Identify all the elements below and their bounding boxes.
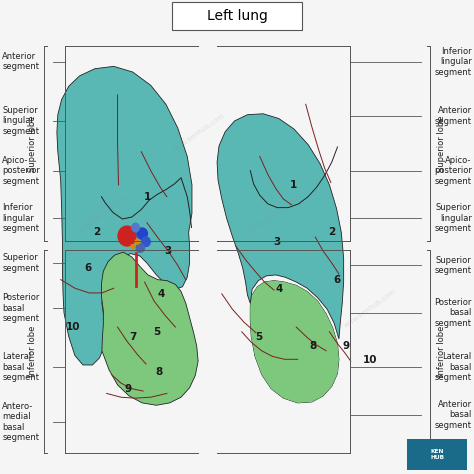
Circle shape bbox=[135, 239, 140, 244]
Text: Inferior lobe: Inferior lobe bbox=[28, 326, 36, 377]
Text: 3: 3 bbox=[273, 237, 281, 247]
Ellipse shape bbox=[142, 237, 150, 246]
Text: Anterior
basal
segment: Anterior basal segment bbox=[435, 400, 472, 429]
Text: www.kenhub.com: www.kenhub.com bbox=[248, 193, 302, 234]
FancyBboxPatch shape bbox=[172, 2, 302, 30]
Text: www.kenhub.com: www.kenhub.com bbox=[77, 193, 131, 234]
Polygon shape bbox=[57, 66, 192, 365]
Ellipse shape bbox=[118, 226, 136, 246]
Text: 9: 9 bbox=[124, 383, 132, 394]
Text: Superior lobe: Superior lobe bbox=[438, 115, 446, 172]
Text: 4: 4 bbox=[276, 284, 283, 294]
Text: Anterior
segment: Anterior segment bbox=[435, 107, 472, 126]
Text: 3: 3 bbox=[164, 246, 172, 256]
Text: Anterior
segment: Anterior segment bbox=[2, 52, 39, 71]
Text: 7: 7 bbox=[129, 331, 137, 342]
Ellipse shape bbox=[136, 244, 145, 252]
Text: Superior
lingular
segment: Superior lingular segment bbox=[2, 106, 39, 136]
Text: Inferior lobe: Inferior lobe bbox=[438, 326, 446, 377]
Text: www.kenhub.com: www.kenhub.com bbox=[343, 288, 397, 328]
Text: KEN
HUB: KEN HUB bbox=[430, 449, 444, 460]
Text: Antero-
medial
basal
segment: Antero- medial basal segment bbox=[2, 402, 39, 442]
Text: 6: 6 bbox=[333, 274, 340, 285]
Text: Lateral
basal
segment: Lateral basal segment bbox=[435, 353, 472, 382]
Ellipse shape bbox=[132, 223, 139, 232]
Text: Posterior
basal
segment: Posterior basal segment bbox=[2, 293, 40, 323]
Text: 8: 8 bbox=[155, 367, 163, 377]
Text: Superior
segment: Superior segment bbox=[435, 256, 472, 275]
Text: 2: 2 bbox=[328, 227, 336, 237]
Text: www.kenhub.com: www.kenhub.com bbox=[172, 112, 226, 153]
Text: 10: 10 bbox=[66, 322, 81, 332]
Text: Lateral
basal
segment: Lateral basal segment bbox=[2, 353, 39, 382]
Text: Superior lobe: Superior lobe bbox=[28, 115, 36, 172]
Text: 8: 8 bbox=[309, 341, 317, 351]
Polygon shape bbox=[250, 281, 339, 403]
Text: Inferior
lingular
segment: Inferior lingular segment bbox=[2, 203, 39, 233]
Circle shape bbox=[131, 245, 135, 248]
Text: Apico-
posterior
segment: Apico- posterior segment bbox=[2, 156, 40, 185]
Text: 5: 5 bbox=[153, 327, 160, 337]
Text: 9: 9 bbox=[342, 341, 350, 351]
Text: Left lung: Left lung bbox=[207, 9, 267, 23]
Text: Apico-
posterior
segment: Apico- posterior segment bbox=[434, 156, 472, 185]
Text: Posterior
basal
segment: Posterior basal segment bbox=[434, 298, 472, 328]
Text: Inferior
lingular
segment: Inferior lingular segment bbox=[435, 47, 472, 76]
Text: Superior
lingular
segment: Superior lingular segment bbox=[435, 203, 472, 233]
Polygon shape bbox=[217, 114, 344, 339]
Ellipse shape bbox=[137, 228, 147, 239]
Text: 5: 5 bbox=[255, 331, 262, 342]
Text: 1: 1 bbox=[290, 180, 298, 190]
FancyBboxPatch shape bbox=[407, 439, 467, 470]
Text: 2: 2 bbox=[93, 227, 101, 237]
Text: 10: 10 bbox=[363, 355, 377, 365]
Text: 1: 1 bbox=[143, 191, 151, 202]
Text: 6: 6 bbox=[84, 263, 91, 273]
Polygon shape bbox=[101, 252, 198, 405]
Text: Superior
segment: Superior segment bbox=[2, 254, 39, 273]
Text: 4: 4 bbox=[157, 289, 165, 299]
Polygon shape bbox=[250, 281, 339, 403]
